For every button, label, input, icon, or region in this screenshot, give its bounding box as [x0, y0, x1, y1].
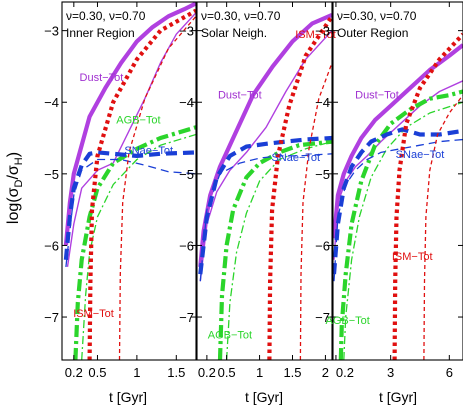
- panel-inner-region: ν=0.30, ν=0.70 Inner Region t [Gyr] −7 −6…: [44, 1, 197, 405]
- plot-frame: [196, 1, 333, 361]
- y-tick-label: −6: [315, 238, 330, 253]
- y-tick-label: −6: [179, 238, 194, 253]
- series-group: [333, 32, 463, 360]
- panel-title: Solar Neigh.: [201, 26, 267, 40]
- series-line-agb-total-thin: [81, 133, 196, 360]
- series-annotation: Dust−Tot: [355, 90, 399, 102]
- x-tick-label: 0.5: [88, 365, 106, 380]
- series-line-ism-total-thin: [118, 15, 196, 360]
- y-axis-label: log(σD/σH): [5, 152, 25, 224]
- panel-params-label: ν=0.30, ν=0.70: [66, 9, 146, 23]
- x-tick-label: 1: [133, 365, 140, 380]
- panel-title: Outer Region: [337, 26, 408, 40]
- x-axis-label: t [Gyr]: [245, 389, 283, 405]
- y-tick-label: −7: [44, 310, 59, 325]
- y-tick-label: −7: [315, 310, 330, 325]
- x-tick-label: 0.2: [336, 365, 354, 380]
- series-annotation: ISM−Tot: [295, 29, 336, 41]
- x-tick-label: 1.5: [167, 365, 185, 380]
- plot-frame: [332, 1, 463, 361]
- y-tick-label: −3: [315, 24, 330, 39]
- series-annotation: SNae−Tot: [124, 145, 173, 157]
- series-annotation: AGB−Tot: [208, 330, 252, 342]
- y-tick-label: −3: [179, 24, 194, 39]
- panel-title: Inner Region: [66, 26, 135, 40]
- x-tick-label: 2: [322, 365, 329, 380]
- series-annotation: ISM−Tot: [73, 308, 114, 320]
- series-line-snae-total-thick: [63, 150, 196, 260]
- x-tick-label: 1.5: [283, 365, 301, 380]
- plot-frame: [61, 1, 197, 361]
- x-axis-label: t [Gyr]: [109, 389, 147, 405]
- series-annotation: Dust−Tot: [218, 90, 262, 102]
- x-tick-label: 0.5: [218, 365, 236, 380]
- x-axis-label: t [Gyr]: [379, 389, 417, 405]
- series-annotation: AGB−Tot: [116, 115, 160, 127]
- series-line-agb-total-thick: [217, 139, 332, 360]
- series-line-agb-total-thick: [73, 125, 196, 360]
- series-line-ism-total-thin: [299, 62, 332, 360]
- series-line-agb-total-thick: [338, 89, 463, 360]
- series-line-ism-total-thick: [87, 8, 196, 360]
- x-tick-label: 1: [256, 365, 263, 380]
- series-group: [63, 2, 196, 360]
- series-group: [198, 12, 332, 360]
- series-line-snae-total-thin: [333, 138, 463, 282]
- series-line-snae-total-thin: [199, 153, 332, 282]
- series-annotation: SNae−Tot: [271, 152, 320, 164]
- series-line-snae-total-thin: [65, 158, 196, 267]
- series-line-dust-total-thin: [66, 12, 196, 268]
- x-tick-label: 0.2: [65, 365, 83, 380]
- series-line-dust-total-thick: [63, 2, 196, 246]
- panel-params-label: ν=0.30, ν=0.70: [201, 9, 281, 23]
- series-annotation: SNae−Tot: [396, 149, 445, 161]
- y-tick-label: −5: [179, 167, 194, 182]
- series-line-dust-total-thin: [199, 30, 332, 282]
- x-tick-label: 0.2: [198, 365, 216, 380]
- series-line-ism-total-thin: [423, 94, 463, 360]
- series-line-ism-total-thick: [392, 32, 463, 360]
- panel-params-label: ν=0.30, ν=0.70: [337, 9, 417, 23]
- series-line-snae-total-thick: [198, 135, 332, 275]
- y-tick-label: −7: [179, 310, 194, 325]
- series-line-ism-total-thick: [267, 15, 332, 360]
- series-annotation: AGB−Tot: [325, 315, 369, 327]
- y-tick-label: −4: [315, 95, 330, 110]
- y-tick-label: −5: [44, 167, 59, 182]
- series-annotation: ISM−Tot: [392, 251, 433, 263]
- x-tick-label: 3: [387, 365, 394, 380]
- y-tick-label: −3: [44, 24, 59, 39]
- panel-solar-neighbourhood: ν=0.30, ν=0.70 Solar Neigh. t [Gyr] −7 −6…: [179, 1, 336, 405]
- y-tick-label: −5: [315, 167, 330, 182]
- y-tick-label: −4: [179, 95, 194, 110]
- series-line-agb-total-thin: [225, 140, 332, 360]
- y-tick-label: −6: [44, 238, 59, 253]
- y-tick-label: −4: [44, 95, 59, 110]
- series-annotation: Dust−Tot: [80, 72, 124, 84]
- x-tick-label: 6: [446, 365, 453, 380]
- panel-outer-region: ν=0.30, ν=0.70 Outer Region t [Gyr] −7 −6…: [315, 1, 463, 405]
